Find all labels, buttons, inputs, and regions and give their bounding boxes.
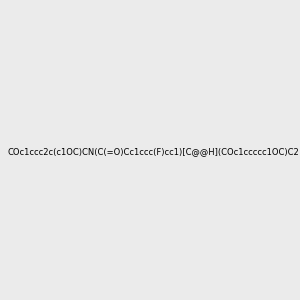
Text: COc1ccc2c(c1OC)CN(C(=O)Cc1ccc(F)cc1)[C@@H](COc1ccccc1OC)C2: COc1ccc2c(c1OC)CN(C(=O)Cc1ccc(F)cc1)[C@@… (8, 147, 300, 156)
